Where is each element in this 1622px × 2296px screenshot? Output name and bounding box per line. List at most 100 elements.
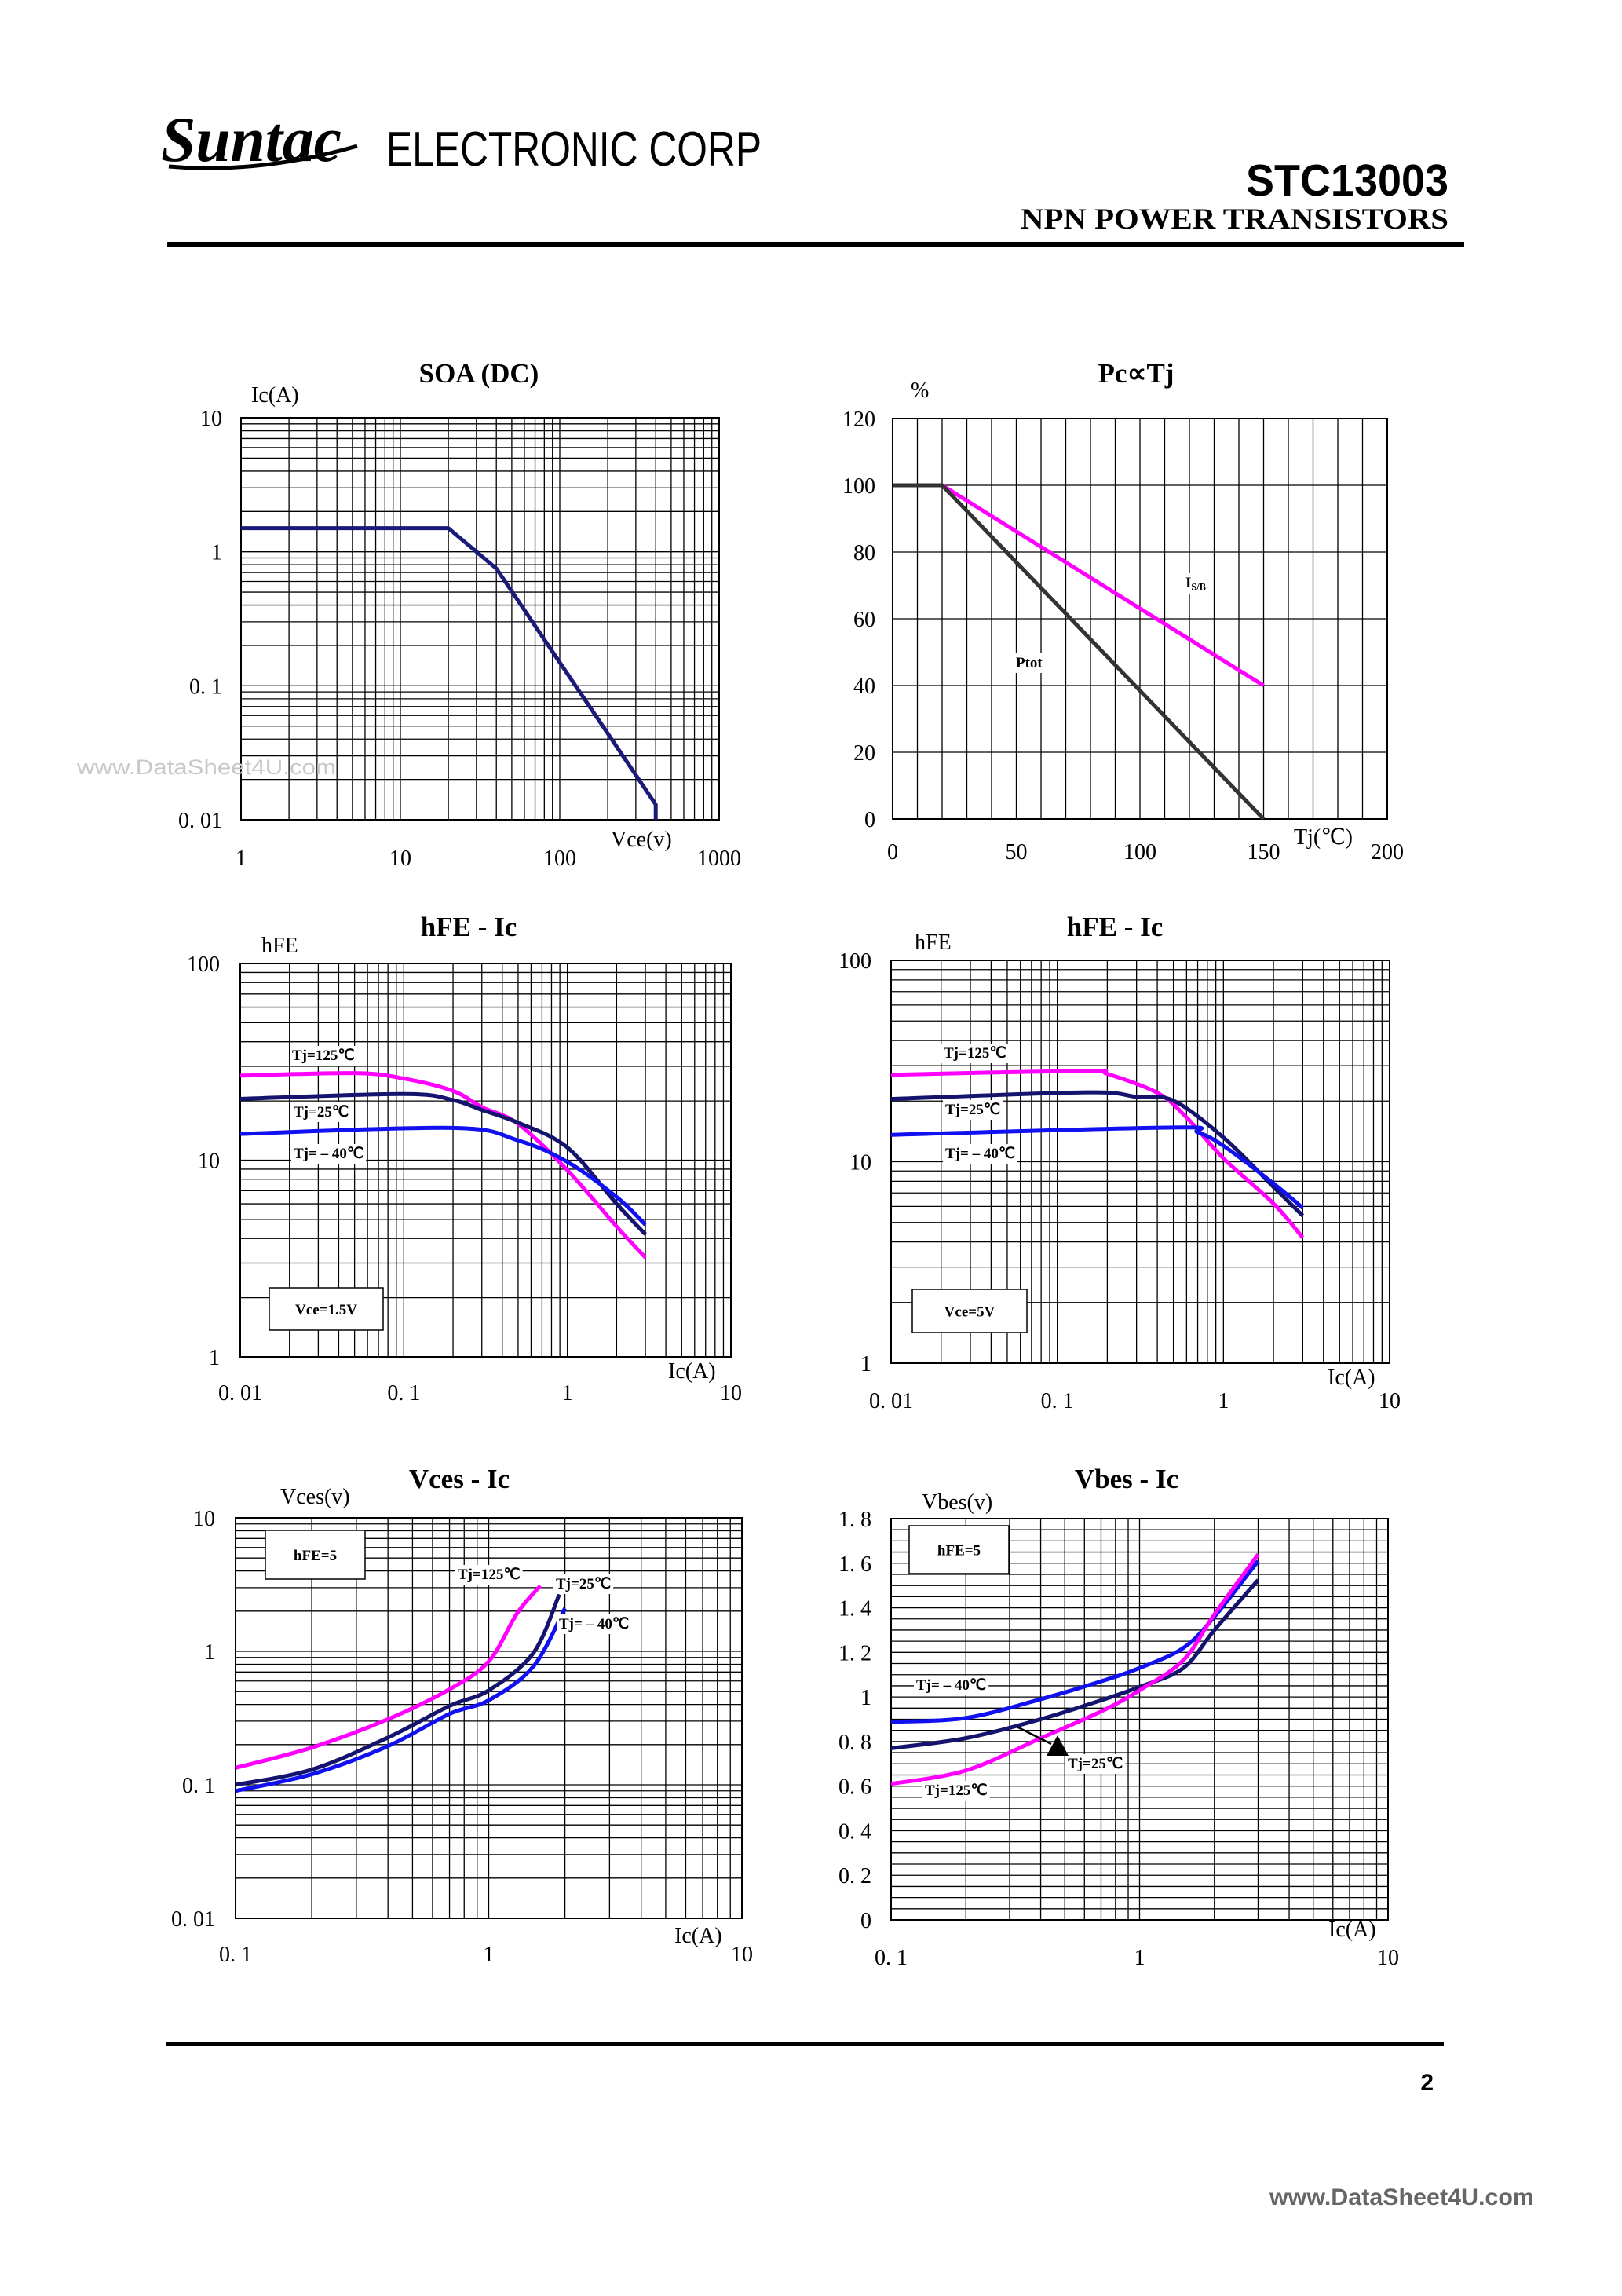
chart-title: Vces - Ic	[409, 1464, 510, 1494]
chart-soa: SOA (DC) Vce(v) Ic(A) 1 10 100 1000 10 1 0. 1 0. 0…	[178, 358, 741, 871]
y-tick-label: 100	[838, 949, 871, 974]
y-tick-label: 10	[193, 1507, 215, 1531]
logo-swoosh	[168, 144, 358, 170]
y-tick-label: 0. 4	[838, 1819, 871, 1844]
y-tick-label: 0. 6	[838, 1775, 871, 1800]
x-tick-label: 200	[1371, 840, 1404, 865]
series-line-tj-25	[890, 1578, 1260, 1750]
x-tick-label: 10	[1379, 1389, 1401, 1413]
label-background	[1014, 653, 1046, 673]
y-axis-label: hFE	[915, 930, 952, 955]
series-line-tj-125	[890, 1552, 1260, 1786]
y-tick-label: 1	[211, 541, 222, 565]
x-tick-label: 0. 1	[875, 1946, 908, 1970]
company-logo: Suntac	[161, 104, 358, 175]
x-tick-label: 1	[1134, 1946, 1145, 1970]
y-tick-label: 10	[200, 407, 222, 431]
gridlines	[890, 1518, 1389, 1921]
condition-label: Vce=1.5V	[295, 1302, 357, 1318]
label-background	[941, 1044, 1009, 1063]
y-axis-label: Vces(v)	[280, 1485, 350, 1509]
chart-title: Vbes - Ic	[1075, 1464, 1178, 1494]
chart-title: hFE - Ic	[1067, 912, 1164, 942]
label-background	[943, 1100, 1003, 1120]
series-line-tj-125	[239, 1071, 647, 1260]
y-axis-label: %	[911, 378, 929, 403]
series-line-tj-40	[239, 1125, 647, 1227]
series-line-tj-25	[235, 1593, 561, 1787]
page-number: 2	[1420, 2070, 1434, 2096]
x-axis-label: Ic(A)	[1328, 1918, 1376, 1942]
series-label: Tj= – 40℃	[945, 1146, 1015, 1162]
y-tick-label: 0. 8	[838, 1731, 871, 1755]
series-line-curve	[241, 526, 658, 820]
x-tick-label: 0	[887, 840, 898, 865]
label-background	[943, 1144, 1018, 1164]
x-tick-label: 10	[720, 1381, 742, 1406]
y-axis-label: Vbes(v)	[922, 1490, 992, 1515]
series-label: Tj=125℃	[292, 1047, 355, 1064]
y-tick-label: 0. 01	[178, 809, 222, 833]
chart-hfe-1-5v: hFE - Ic Ic(A) hFE 0. 01 0. 1 1 10 100 10 1 Tj=125…	[187, 912, 742, 1406]
x-tick-label: 0. 01	[218, 1381, 262, 1406]
series-line-ptot	[893, 483, 1266, 821]
series-label: Tj= – 40℃	[294, 1146, 363, 1162]
series-line-tj-40	[235, 1607, 567, 1793]
pointer-arrow-head-icon	[1047, 1735, 1069, 1756]
company-name: ELECTRONIC CORP	[386, 122, 762, 177]
x-tick-label: 10	[1377, 1946, 1399, 1970]
y-tick-label: 0	[860, 1909, 871, 1933]
y-axis-label: Ic(A)	[251, 383, 299, 408]
label-background	[922, 1781, 990, 1801]
series-label: IS/B	[1185, 575, 1206, 593]
y-tick-label: 10	[849, 1151, 871, 1175]
series-label: Tj=25℃	[945, 1102, 1000, 1118]
series-label: Ptot	[1016, 655, 1043, 671]
x-axis-label: Vce(v)	[611, 828, 672, 852]
y-tick-label: 1. 4	[838, 1597, 871, 1621]
y-tick-label: 1	[209, 1346, 220, 1370]
x-tick-label: 1	[1218, 1389, 1229, 1413]
header-rule	[167, 242, 1464, 247]
plot-frame	[235, 1517, 743, 1919]
y-tick-label: 1	[860, 1686, 871, 1710]
condition-box	[908, 1525, 1010, 1574]
label-background	[1183, 573, 1208, 594]
series-line-tj-125	[235, 1584, 542, 1770]
series-label: Tj=25℃	[556, 1576, 611, 1592]
condition-label: hFE=5	[294, 1548, 337, 1564]
x-tick-label: 100	[543, 846, 576, 871]
x-axis-label: Ic(A)	[668, 1359, 716, 1384]
chart-title: hFE - Ic	[421, 912, 517, 942]
series-line-tj-25	[890, 1090, 1305, 1217]
y-tick-label: 120	[842, 408, 875, 432]
y-tick-label: 60	[853, 608, 875, 632]
series-label: Tj=125℃	[944, 1045, 1006, 1062]
footer-watermark: www.DataSheet4U.com	[1269, 2184, 1534, 2210]
x-axis-label: Ic(A)	[674, 1924, 722, 1948]
plot-frame	[240, 417, 720, 821]
x-tick-label: 10	[389, 846, 411, 871]
series-line-tj-125	[890, 1069, 1305, 1239]
series-label: Tj=125℃	[458, 1567, 521, 1583]
footer-rule	[166, 2042, 1444, 2046]
x-tick-label: 100	[1123, 840, 1156, 865]
y-tick-label: 1. 2	[838, 1641, 871, 1665]
x-tick-label: 0. 1	[219, 1943, 252, 1967]
part-number: STC13003	[1246, 155, 1448, 206]
x-tick-label: 1	[484, 1943, 495, 1967]
series-label: Tj= – 40℃	[916, 1677, 986, 1694]
plot-frame	[890, 960, 1390, 1364]
pointer-arrow-line	[1016, 1725, 1052, 1746]
x-axis-label: Tj(℃)	[1294, 825, 1353, 850]
label-background	[557, 1614, 632, 1634]
y-tick-label: 80	[853, 541, 875, 565]
x-tick-label: 1000	[697, 846, 741, 871]
series-label: Tj= – 40℃	[559, 1616, 629, 1632]
x-tick-label: 50	[1006, 840, 1028, 865]
chart-watermark: www.DataSheet4U.com	[76, 755, 336, 779]
condition-box	[911, 1289, 1028, 1333]
